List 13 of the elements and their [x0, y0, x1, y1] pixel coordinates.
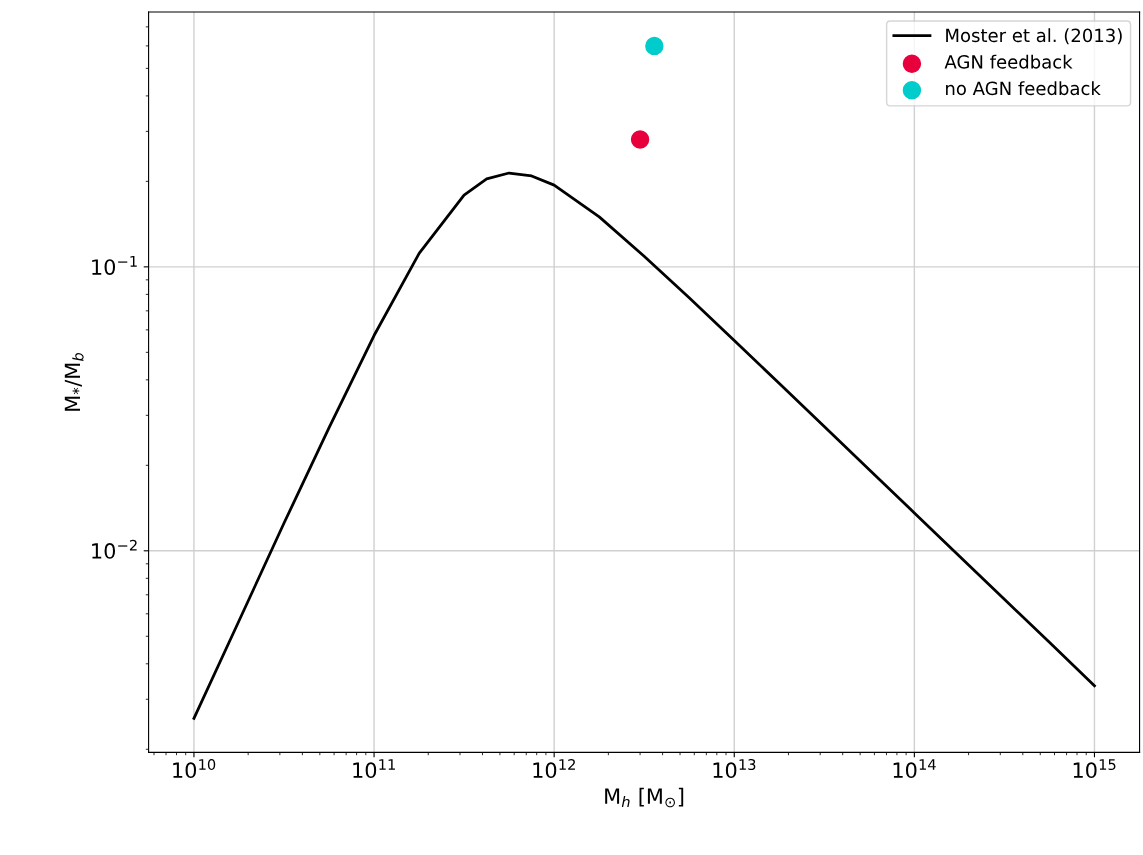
x-axis-title: M$_{h}$ [M$_{⊙}$]: [605, 787, 684, 808]
legend-label: no AGN feedback: [946, 81, 1101, 96]
x-tick-label: 10$^{13}$: [713, 758, 756, 779]
x-tick-label: 10$^{10}$: [173, 758, 216, 779]
y-tick-label: 10$^{−2}$: [92, 539, 137, 559]
x-tick-label: 10$^{11}$: [353, 759, 395, 779]
y-tick-label: 10$^{−1}$: [92, 256, 137, 275]
y-axis-title: M$_{*}$/M$_{b}$: [64, 353, 84, 411]
legend-label: AGN feedback: [944, 54, 1073, 69]
x-tick-label: 10$^{12}$: [533, 758, 575, 779]
legend-label: Moster et al. (2013): [946, 28, 1122, 45]
x-tick-label: 10$^{14}$: [893, 759, 936, 779]
x-tick-label: 10$^{15}$: [1073, 759, 1116, 779]
